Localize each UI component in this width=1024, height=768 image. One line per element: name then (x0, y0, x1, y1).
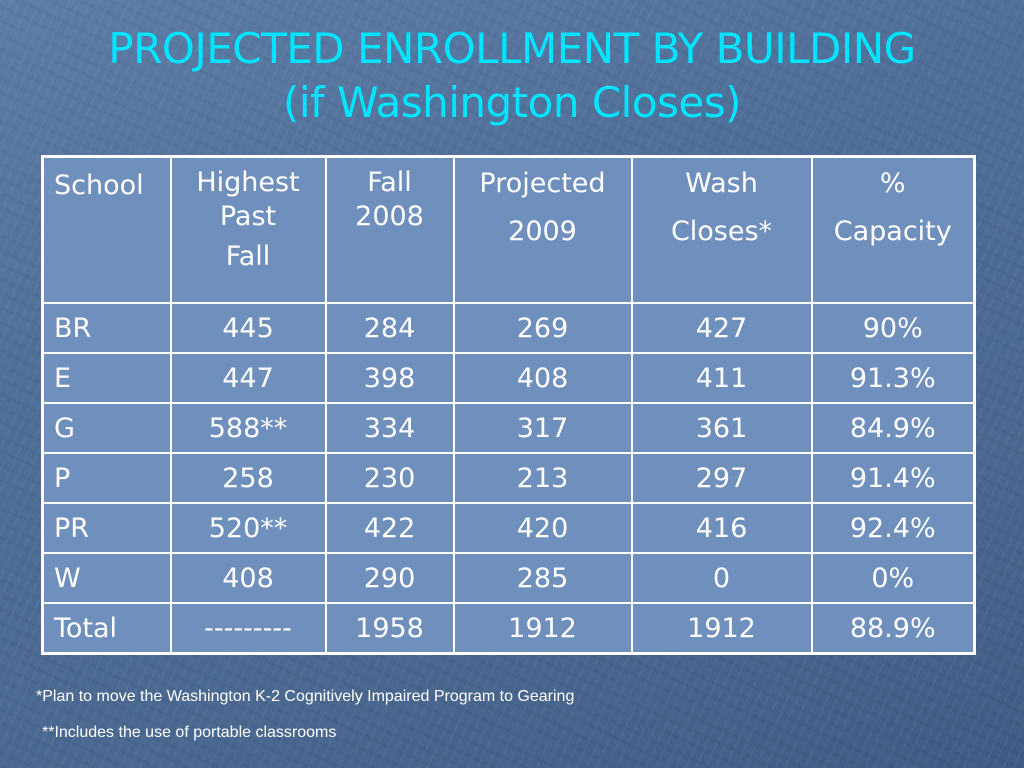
header-wash-line2: Closes* (670, 216, 773, 247)
cell-projected-2009: 420 (452, 502, 633, 554)
header-wash-closes: Wash Closes* (630, 155, 813, 304)
cell-projected-2009: 317 (452, 402, 633, 454)
cell-wash-closes: 297 (630, 452, 813, 504)
header-school-line1: School (54, 170, 144, 201)
cell-highest-past: 588** (169, 402, 327, 454)
cell-school: W (41, 552, 172, 604)
table-row: P 258 230 213 297 91.4% (41, 452, 976, 504)
cell-capacity: 88.9% (810, 602, 976, 655)
cell-wash-closes: 0 (630, 552, 813, 604)
cell-school: BR (41, 302, 172, 354)
cell-fall-2008: 398 (324, 352, 455, 404)
cell-wash-closes: 427 (630, 302, 813, 354)
cell-projected-2009: 408 (452, 352, 633, 404)
cell-capacity: 90% (810, 302, 976, 354)
table-header-row: School Highest Past Fall Fall 2008 Proje… (41, 155, 976, 304)
header-projected-line2: 2009 (508, 216, 577, 247)
header-highest-past-line1: Highest Past (196, 167, 300, 232)
cell-capacity: 84.9% (810, 402, 976, 454)
table-row: G 588** 334 317 361 84.9% (41, 402, 976, 454)
table-row: PR 520** 422 420 416 92.4% (41, 502, 976, 554)
cell-highest-past: 258 (169, 452, 327, 504)
cell-wash-closes: 411 (630, 352, 813, 404)
cell-projected-2009: 269 (452, 302, 633, 354)
cell-school: G (41, 402, 172, 454)
header-highest-past-line2: Fall (225, 241, 271, 272)
cell-fall-2008: 422 (324, 502, 455, 554)
cell-highest-past: 447 (169, 352, 327, 404)
header-projected-line1: Projected (479, 168, 606, 199)
cell-capacity: 91.3% (810, 352, 976, 404)
header-projected-2009: Projected 2009 (452, 155, 633, 304)
cell-highest-past: 520** (169, 502, 327, 554)
cell-fall-2008: 284 (324, 302, 455, 354)
cell-fall-2008: 290 (324, 552, 455, 604)
cell-highest-past: 408 (169, 552, 327, 604)
cell-capacity: 91.4% (810, 452, 976, 504)
table-row: E 447 398 408 411 91.3% (41, 352, 976, 404)
slide-title-line1: PROJECTED ENROLLMENT BY BUILDING (108, 24, 916, 73)
cell-school: Total (41, 602, 172, 655)
slide-title-line2: (if Washington Closes) (282, 78, 742, 127)
cell-school: E (41, 352, 172, 404)
cell-highest-past: 445 (169, 302, 327, 354)
cell-wash-closes: 361 (630, 402, 813, 454)
footnote-portable-classrooms: **Includes the use of portable classroom… (42, 724, 337, 741)
header-wash-line1: Wash (685, 168, 758, 199)
cell-fall-2008: 334 (324, 402, 455, 454)
cell-projected-2009: 285 (452, 552, 633, 604)
cell-projected-2009: 213 (452, 452, 633, 504)
cell-wash-closes: 1912 (630, 602, 813, 655)
header-percent-line1: % (879, 168, 906, 199)
slide-title: PROJECTED ENROLLMENT BY BUILDING (if Was… (0, 22, 1024, 130)
table-row-total: Total --------- 1958 1912 1912 88.9% (41, 602, 976, 655)
header-school: School (41, 155, 172, 304)
cell-highest-past: --------- (169, 602, 327, 655)
cell-fall-2008: 230 (324, 452, 455, 504)
table-row: W 408 290 285 0 0% (41, 552, 976, 604)
header-percent-line2: Capacity (833, 216, 952, 247)
header-fall-2008: Fall 2008 (324, 155, 455, 304)
cell-fall-2008: 1958 (324, 602, 455, 655)
cell-projected-2009: 1912 (452, 602, 633, 655)
header-fall-2008-line1: Fall 2008 (355, 167, 424, 232)
cell-wash-closes: 416 (630, 502, 813, 554)
header-highest-past-fall: Highest Past Fall (169, 155, 327, 304)
cell-school: PR (41, 502, 172, 554)
enrollment-table: School Highest Past Fall Fall 2008 Proje… (41, 155, 976, 655)
header-percent-capacity: % Capacity (810, 155, 976, 304)
cell-school: P (41, 452, 172, 504)
table-row: BR 445 284 269 427 90% (41, 302, 976, 354)
cell-capacity: 92.4% (810, 502, 976, 554)
footnote-washington-program: *Plan to move the Washington K-2 Cogniti… (36, 688, 575, 705)
cell-capacity: 0% (810, 552, 976, 604)
